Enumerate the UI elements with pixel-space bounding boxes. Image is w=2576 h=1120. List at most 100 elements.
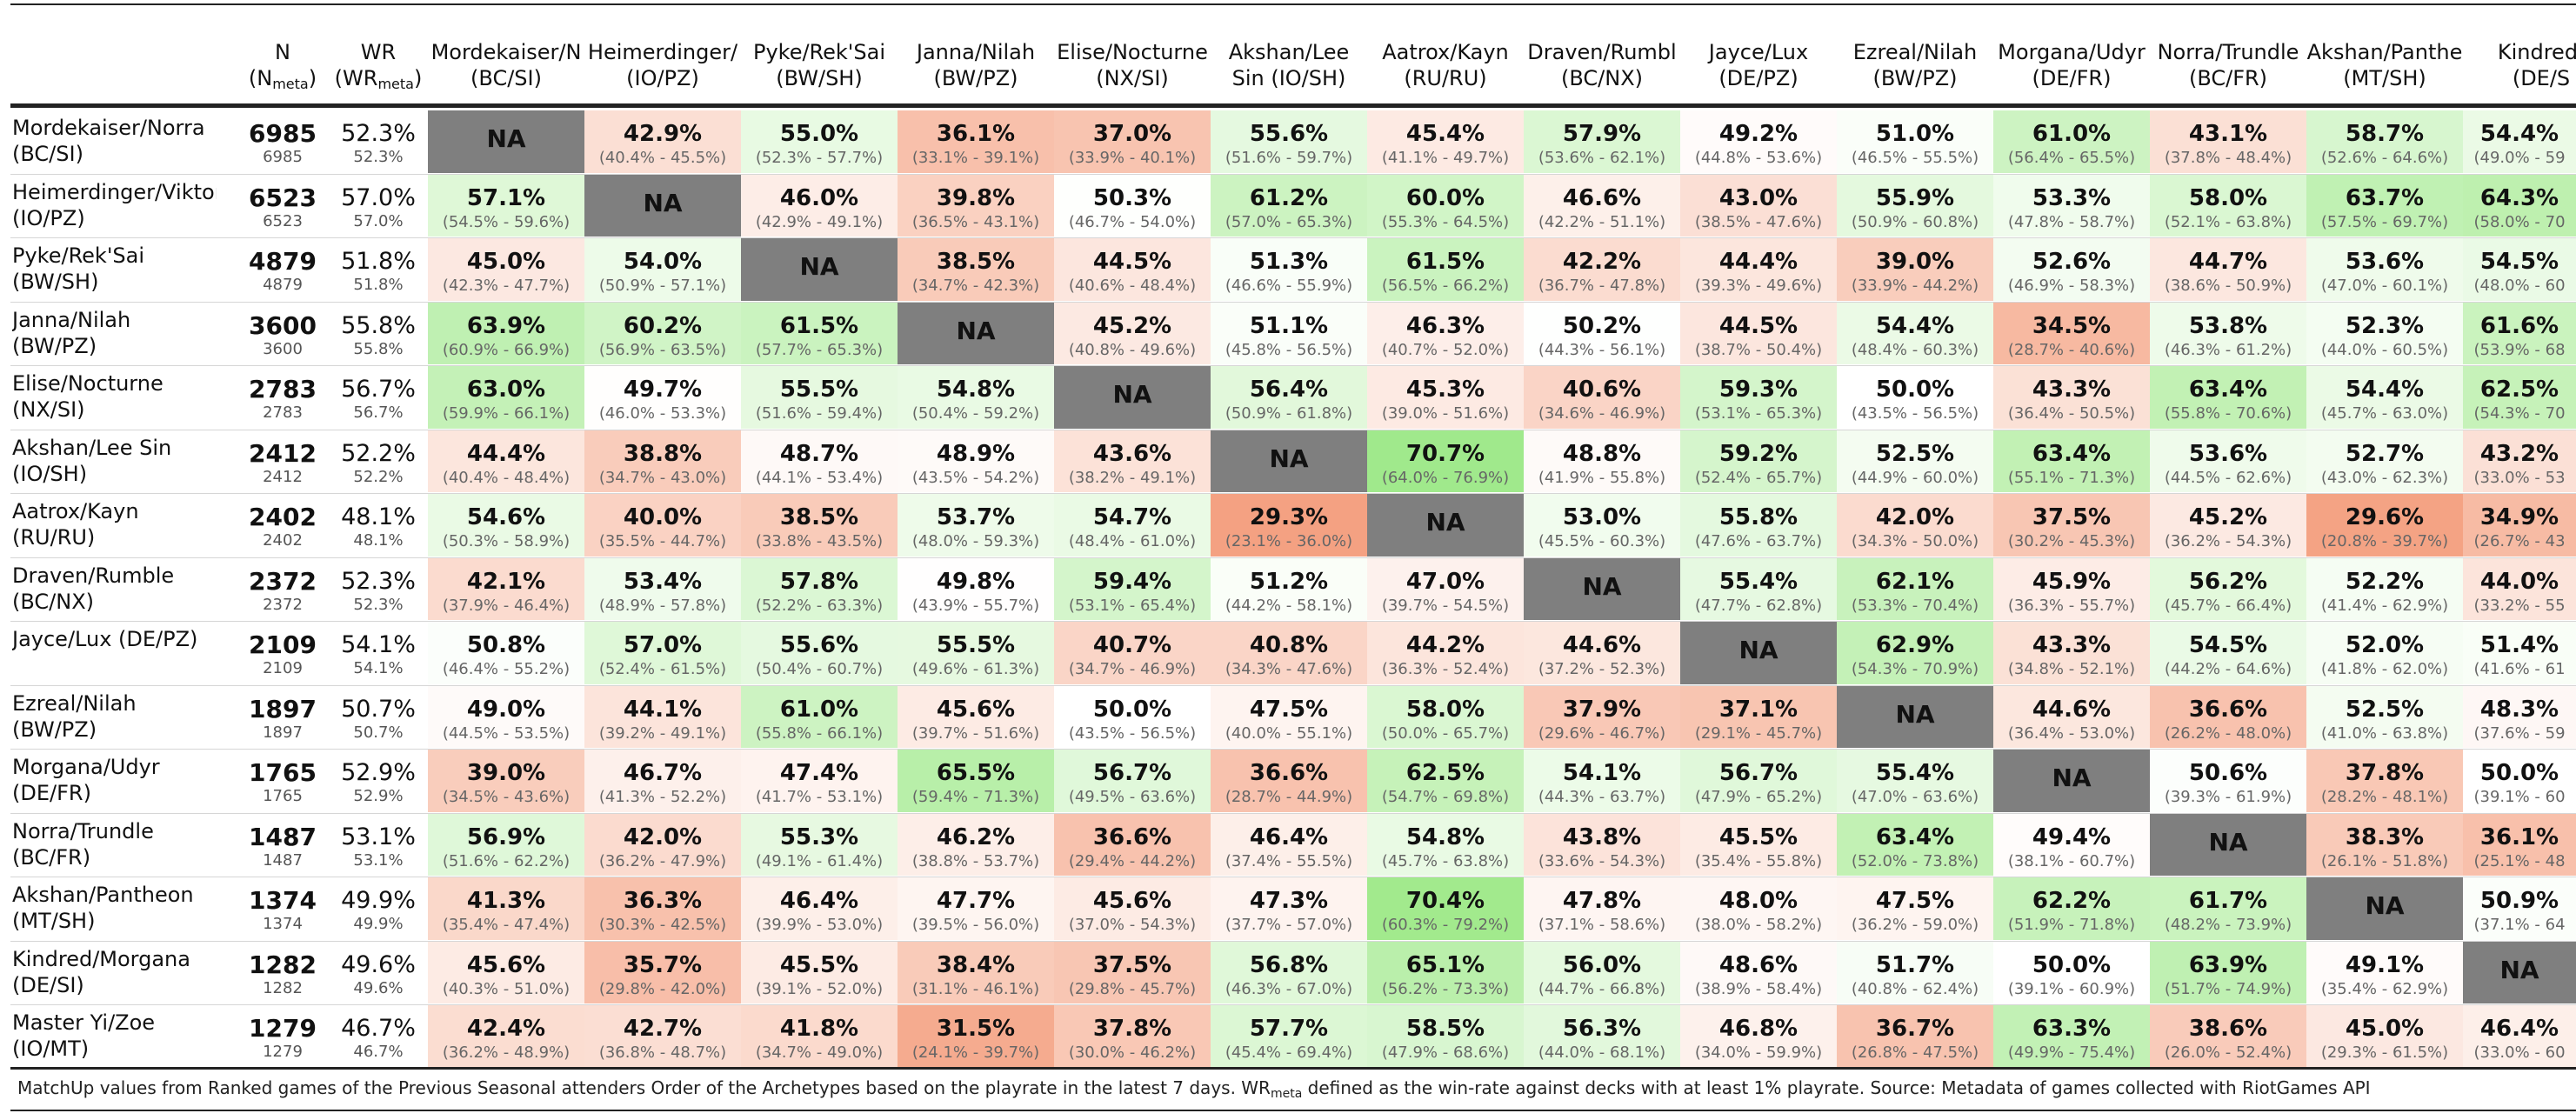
matchup-cell: 57.9% (53.6% - 62.1%) [1524, 110, 1680, 173]
matchup-cell: 63.4% (55.1% - 71.3%) [1993, 430, 2150, 492]
matchup-interval: (33.0% - 53 [2473, 468, 2566, 487]
matchup-cell: 62.9% (54.3% - 70.9%) [1837, 622, 1993, 684]
n-cell: 1765 1765 [235, 749, 330, 813]
wr-meta-value: 53.1% [353, 850, 404, 870]
matchup-winrate: 55.5% [936, 632, 1016, 658]
matchup-interval: (26.7% - 43 [2473, 532, 2566, 550]
matchup-interval: (49.1% - 61.4%) [755, 851, 884, 870]
matchup-interval: (28.7% - 44.9%) [1225, 788, 1353, 806]
matchup-cell: 61.0% (55.8% - 66.1%) [741, 685, 898, 748]
n-meta-value: 1374 [263, 915, 303, 933]
matchup-winrate: 38.8% [623, 440, 703, 467]
wr-meta-value: 48.1% [353, 531, 404, 550]
n-value: 4879 [249, 247, 317, 276]
matchup-interval: (46.0% - 53.3%) [598, 404, 727, 423]
row-label-line1: Heimerdinger/Viktor [12, 179, 217, 204]
matchup-winrate: 43.3% [2032, 377, 2112, 403]
row-label-line2: (BW/SH) [12, 270, 99, 294]
matchup-cell: 42.7% (36.8% - 48.7%) [584, 1005, 741, 1068]
matchup-interval: (37.1% - 58.6%) [1538, 916, 1666, 934]
matchup-cell: NA [1524, 557, 1680, 620]
matchup-winrate: 45.9% [2032, 568, 2112, 595]
matchup-interval: (41.1% - 49.7%) [1381, 149, 1510, 167]
matchup-cell: 44.4% (39.3% - 49.6%) [1680, 238, 1837, 301]
n-meta-value: 1487 [263, 850, 303, 870]
matchup-winrate: 43.8% [1562, 823, 1642, 850]
matchup-interval: (37.2% - 52.3%) [1538, 660, 1666, 678]
matchup-interval: (42.9% - 49.1%) [755, 212, 884, 231]
matchup-winrate: 47.7% [936, 888, 1016, 914]
matchup-cell: 63.9% (51.7% - 74.9%) [2150, 941, 2306, 1003]
row-label-line1: Akshan/Pantheon [12, 883, 194, 907]
row-label-line1: Pyke/Rek'Sai [12, 243, 145, 268]
matchup-interval: (48.0% - 60 [2473, 277, 2566, 295]
matchup-cell: 40.0% (35.5% - 44.7%) [584, 494, 741, 557]
matchup-winrate: 36.1% [936, 121, 1016, 147]
matchup-winrate: 46.7% [623, 760, 703, 786]
matchup-interval: (36.4% - 50.5%) [2007, 404, 2136, 423]
matchup-cell: 61.2% (57.0% - 65.3%) [1211, 174, 1367, 237]
matchup-winrate: 42.0% [1875, 504, 1955, 530]
matchup-cell: 63.9% (60.9% - 66.9%) [428, 302, 584, 364]
matchup-interval: (58.0% - 70 [2473, 212, 2566, 231]
matchup-winrate: 34.5% [2032, 312, 2112, 339]
matchup-winrate: 45.2% [2188, 504, 2268, 530]
matchup-cell: 48.6% (38.9% - 58.4%) [1680, 941, 1837, 1003]
matchup-winrate: 46.4% [779, 888, 859, 914]
matchup-cell: 42.9% (40.4% - 45.5%) [584, 110, 741, 173]
matchup-interval: (54.3% - 70.9%) [1851, 660, 1979, 678]
n-value: 1765 [249, 758, 317, 787]
matchup-winrate: 51.1% [1249, 312, 1329, 339]
matchup-winrate: 62.9% [1875, 632, 1955, 658]
matchup-cell: 48.7% (44.1% - 53.4%) [741, 430, 898, 492]
matchup-cell: 55.4% (47.7% - 62.8%) [1680, 557, 1837, 620]
matchup-cell: 42.2% (36.7% - 47.8%) [1524, 238, 1680, 301]
matchup-winrate: 48.7% [779, 440, 859, 467]
n-value: 3600 [249, 310, 317, 340]
matchup-winrate: 55.9% [1875, 184, 1955, 211]
matchup-cell: 54.0% (50.9% - 57.1%) [584, 238, 741, 301]
matchup-winrate: 45.0% [2345, 1016, 2425, 1042]
matchup-interval: (42.2% - 51.1%) [1538, 212, 1666, 231]
matchup-winrate: 56.0% [1562, 951, 1642, 978]
matchup-winrate: 62.2% [2032, 888, 2112, 914]
matchup-interval: (38.8% - 53.7%) [911, 851, 1040, 870]
matchup-interval: (51.6% - 59.7%) [1225, 149, 1353, 167]
matchup-winrate: 36.6% [1249, 760, 1329, 786]
matchup-cell: 45.9% (36.3% - 55.7%) [1993, 557, 2150, 620]
matchup-cell: 45.2% (36.2% - 54.3%) [2150, 494, 2306, 557]
matchup-winrate: 37.8% [1092, 1016, 1172, 1042]
matchup-interval: (34.8% - 52.1%) [2007, 660, 2136, 678]
matchup-cell: 62.5% (54.3% - 70 [2463, 366, 2576, 429]
matchup-interval: (34.0% - 59.9%) [1694, 1043, 1823, 1062]
matchup-cell: 50.0% (39.1% - 60 [2463, 750, 2576, 812]
matchup-cell: 45.5% (39.1% - 52.0%) [741, 941, 898, 1003]
matchup-winrate: 52.7% [2345, 440, 2425, 467]
wr-value: 52.3% [341, 120, 416, 147]
matchup-cell: 54.5% (44.2% - 64.6%) [2150, 622, 2306, 684]
matchup-cell: 51.4% (41.6% - 61 [2463, 622, 2576, 684]
matchup-interval: (57.7% - 65.3%) [755, 340, 884, 359]
matchup-cell: 29.6% (20.8% - 39.7%) [2306, 494, 2463, 557]
matchup-interval: (52.1% - 63.8%) [2164, 212, 2292, 231]
matchup-cell: 60.0% (55.3% - 64.5%) [1367, 174, 1524, 237]
matchup-winrate: 63.4% [1875, 823, 1955, 850]
matchup-interval: (55.8% - 66.1%) [755, 723, 884, 743]
matchup-winrate: 70.7% [1405, 440, 1485, 467]
matchup-cell: 37.5% (30.2% - 45.3%) [1993, 494, 2150, 557]
n-value: 1374 [249, 886, 317, 915]
row-label-line1: Draven/Rumble [12, 563, 175, 588]
row-label-line1: Kindred/Morgana [12, 946, 190, 971]
column-header-line2: Sin (IO/SH) [1231, 66, 1346, 90]
matchup-winrate: 45.3% [1405, 377, 1485, 403]
wr-value: 49.6% [341, 950, 416, 978]
matchup-winrate: 63.9% [2188, 951, 2268, 978]
matchup-winrate: 38.5% [779, 504, 859, 530]
matchup-interval: (51.9% - 71.8%) [2007, 916, 2136, 934]
wr-cell: 55.8% 55.8% [330, 302, 426, 366]
matchup-interval: (46.9% - 58.3%) [2007, 277, 2136, 295]
matchup-winrate: 61.0% [2032, 121, 2112, 147]
matchup-interval: (46.3% - 61.2%) [2164, 340, 2292, 359]
column-header-line2: (NX/SI) [1096, 66, 1169, 90]
matchup-cell: NA [2150, 813, 2306, 876]
